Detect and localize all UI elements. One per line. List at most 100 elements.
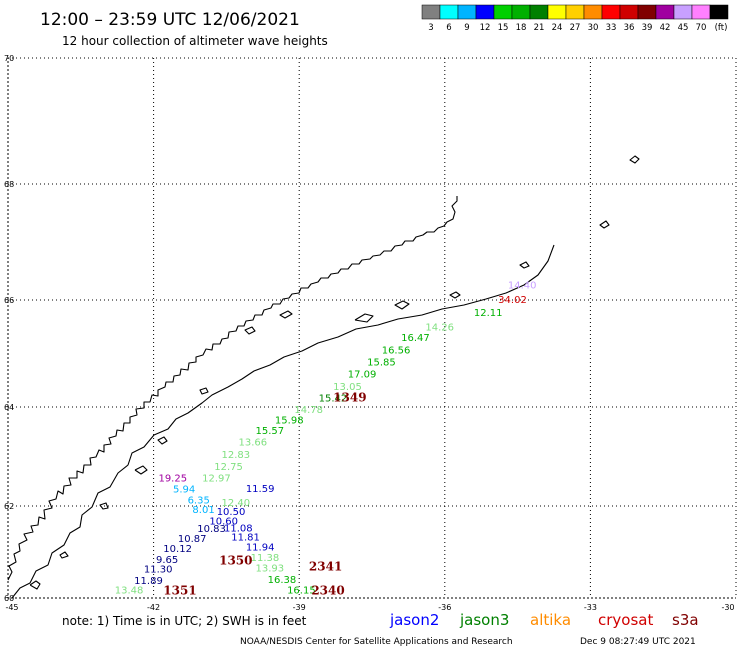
wave-height-label: 5.94 [173,485,195,496]
wave-height-label: 13.93 [256,563,285,574]
wave-height-label: 15.98 [275,415,304,426]
pass-number-label: 1351 [163,583,196,597]
wave-height-label: 10.87 [178,534,207,545]
wave-height-label: 10.83 [197,524,226,535]
wave-height-label: 11.94 [246,543,275,554]
colorbar-swatch [637,4,657,20]
colorbar-label: 24 [552,23,563,33]
colorbar-label: 45 [678,23,689,33]
lat-lon-grid [7,57,737,599]
wave-height-label: 11.81 [231,533,260,544]
satellite-legend-s3a: s3a [672,611,699,629]
colorbar-label: 42 [660,23,671,33]
colorbar-label: 6 [446,23,451,33]
page-subtitle: 12 hour collection of altimeter wave hei… [62,34,328,48]
wave-height-label: 16.56 [382,346,411,357]
colorbar-swatch [547,4,567,20]
map-panel: 70 68 66 64 62 60 -45 -42 -39 -36 -33 -30 14.40 34.… [4,54,737,612]
pass-number-label: 1349 [333,391,366,405]
colorbar-swatch [691,4,711,20]
satellite-legend-cryosat: cryosat [598,611,653,629]
satellite-legend-jason2: jason2 [389,611,439,629]
colorbar-swatch [421,4,441,20]
colorbar-swatch [655,4,675,20]
wave-height-label: 12.75 [214,462,243,473]
colorbar-label: 9 [464,23,469,33]
footer-credit: NOAA/NESDIS Center for Satellite Applica… [240,637,513,647]
colorbar-swatch [709,4,729,20]
colorbar-swatch [583,4,603,20]
coastline-outer-islands [29,155,640,590]
colorbar-label: 70 [696,23,707,33]
colorbar-label: 36 [624,23,635,33]
wave-height-label: 11.59 [246,484,275,495]
pass-number-label: 2340 [311,583,344,597]
wave-height-label: 14.40 [508,280,537,291]
wave-height-label: 10.50 [217,507,246,518]
wave-height-label: 12.11 [474,308,503,319]
wave-height-label: 10.60 [209,516,238,527]
colorbar-swatch [565,4,585,20]
latitude-tick-label: 62 [4,502,14,511]
pass-number-label: 1350 [219,553,252,567]
wave-height-label: 10.12 [163,544,192,555]
wave-height-label: 13.66 [239,438,268,449]
latitude-tick-label: 64 [4,403,14,412]
wave-height-label: 17.09 [348,370,377,381]
wave-height-label: 6.35 [188,496,210,507]
colorbar-swatch [439,4,459,20]
colorbar-label: 21 [534,23,545,33]
wave-height-label: 9.65 [156,555,178,566]
latitude-tick-label: 66 [4,296,14,305]
longitude-tick-labels: -45 -42 -39 -36 -33 -30 [5,603,734,612]
wave-height-label: 11.38 [251,553,280,564]
wave-height-label: 13.48 [115,585,144,596]
colorbar-swatch [457,4,477,20]
wave-height-colorbar: 3 6 9 12 15 18 21 24 27 30 33 36 39 42 45 70 (ft) [421,4,729,33]
colorbar-label: (ft) [715,23,728,33]
longitude-tick-label: -33 [584,603,597,612]
wave-height-label: 8.01 [192,505,214,516]
footer-note: note: 1) Time is in UTC; 2) SWH is in fe… [62,614,307,628]
longitude-tick-label: -42 [147,603,160,612]
wave-height-label: 14.26 [425,322,454,333]
colorbar-label: 30 [588,23,599,33]
longitude-tick-label: -45 [5,603,18,612]
wave-height-label: 16.15 [287,585,316,596]
wave-height-label: 12.40 [222,498,251,509]
coastline-east-greenland [7,196,458,581]
colorbar-swatch [601,4,621,20]
wave-height-label: 11.89 [134,576,163,587]
satellite-pass-labels: 1349 1350 2341 1351 2340 [163,391,366,598]
wave-height-label: 12.97 [202,473,231,484]
wave-height-label: 34.02 [498,295,527,306]
wave-height-label: 13.05 [333,382,362,393]
colorbar-label: 12 [480,23,491,33]
colorbar-label: 3 [428,23,433,33]
colorbar-label: 27 [570,23,581,33]
pass-number-label: 2341 [309,559,342,573]
wave-height-label: 15.42 [319,394,348,405]
greenland-coastline [7,155,640,599]
latitude-tick-labels: 70 68 66 64 62 60 [4,54,14,603]
coastline-inner-fjords [11,244,555,599]
colorbar-label: 15 [498,23,509,33]
colorbar-swatch [493,4,513,20]
colorbar-swatch [475,4,495,20]
colorbar-swatch [673,4,693,20]
latitude-tick-label: 60 [4,594,14,603]
longitude-tick-label: -39 [293,603,306,612]
colorbar-label: 33 [606,23,617,33]
wave-height-label: 11.08 [224,523,253,534]
colorbar-swatch [511,4,531,20]
wave-height-label: 15.85 [367,357,396,368]
wave-height-label: 15.57 [256,426,285,437]
footer-timestamp: Dec 9 08:27:49 UTC 2021 [580,637,696,647]
wave-height-label: 11.30 [144,565,173,576]
latitude-tick-label: 68 [4,180,14,189]
wave-height-label: 14.78 [294,405,323,416]
colorbar-swatch [529,4,549,20]
